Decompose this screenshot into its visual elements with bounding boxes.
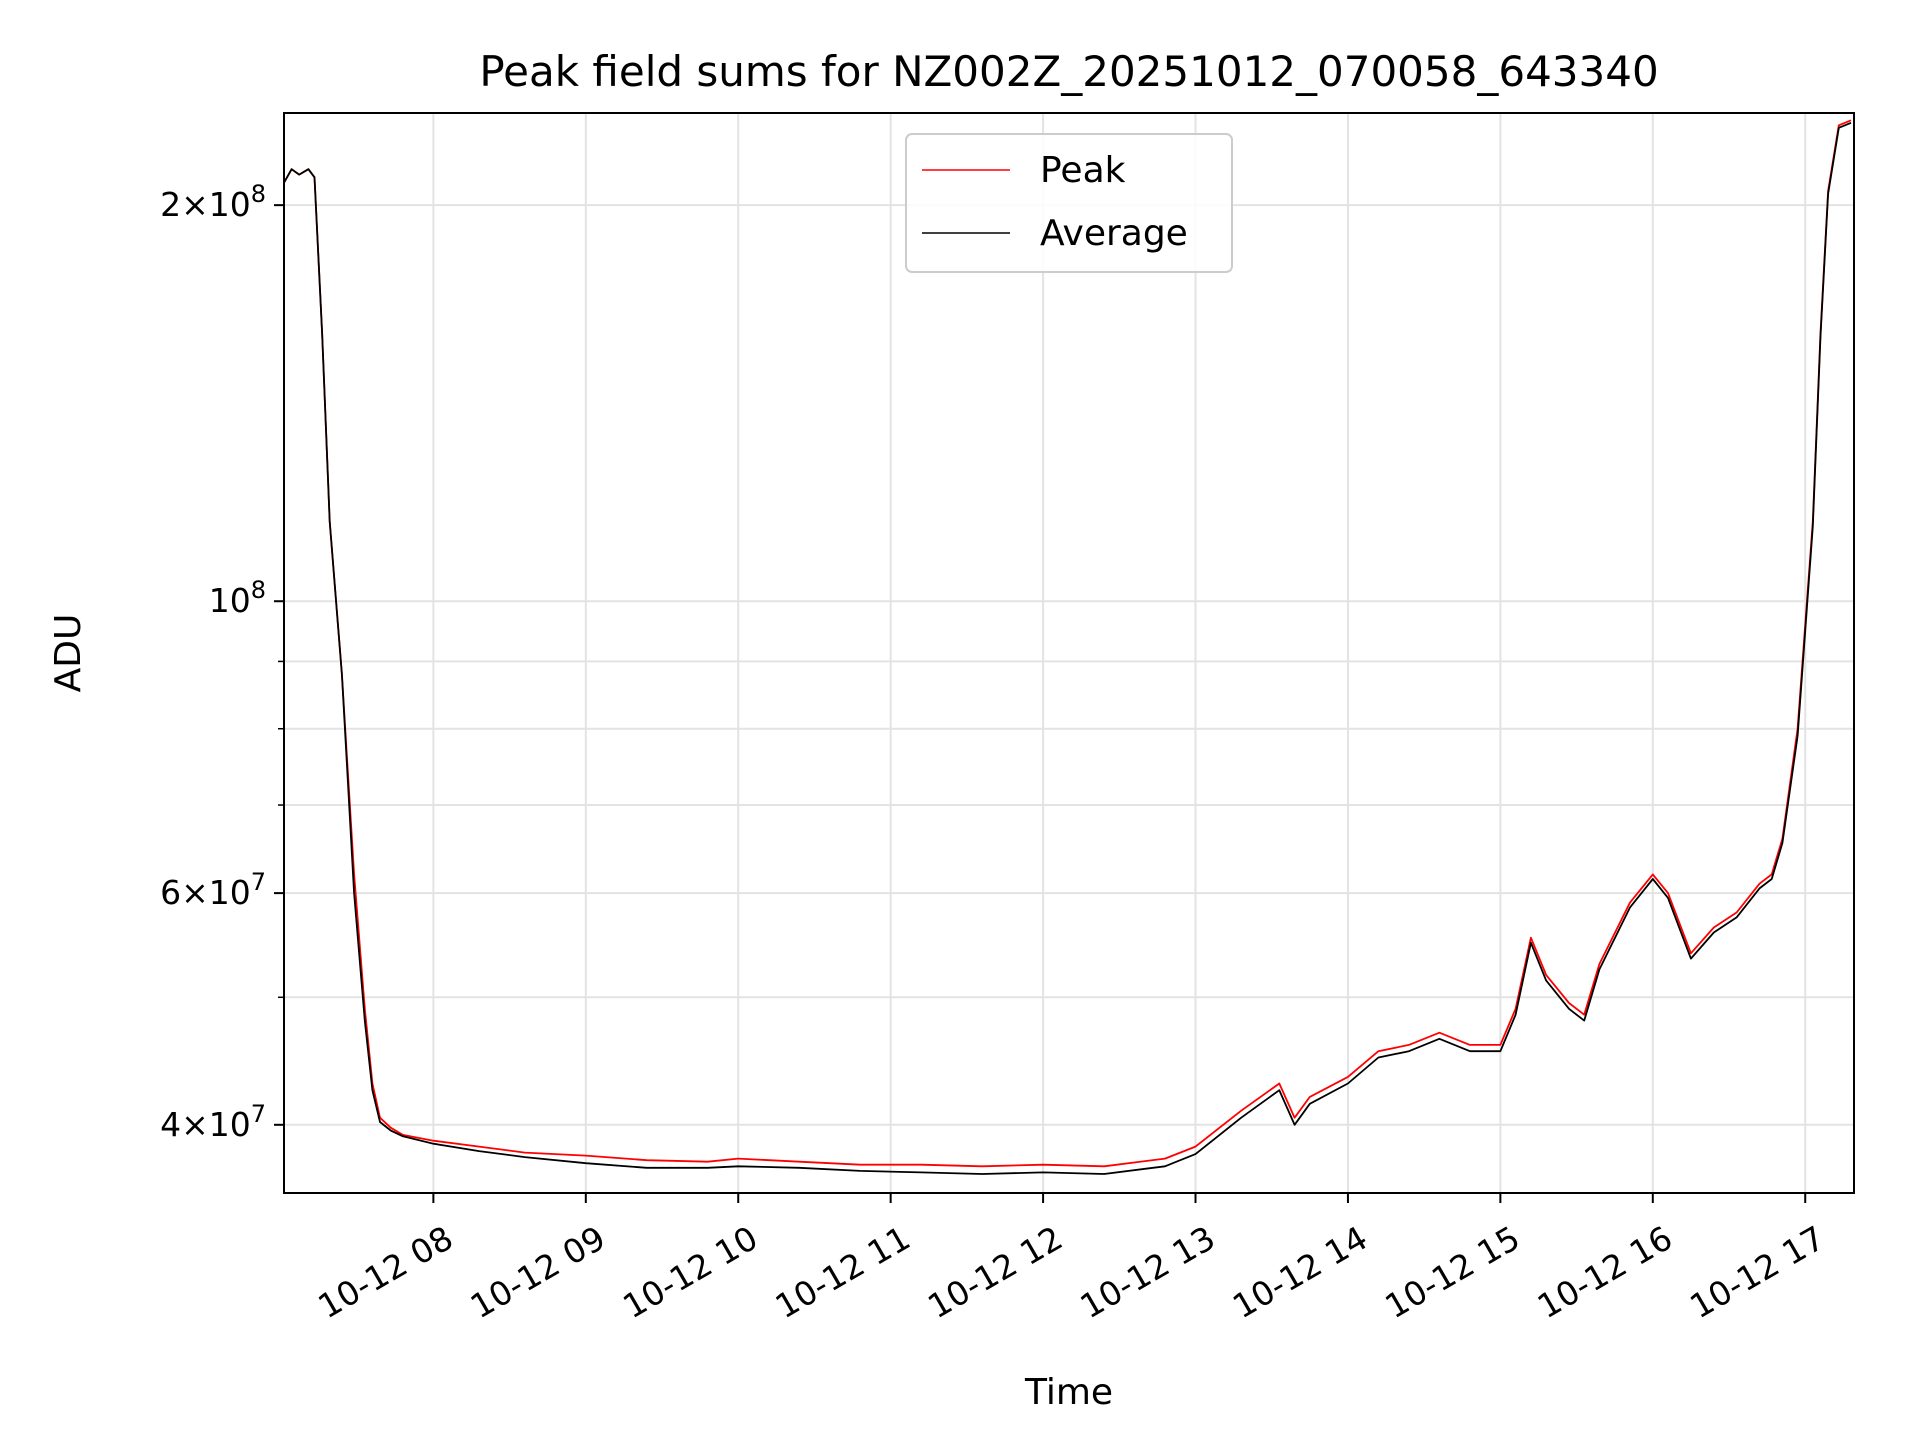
chart-title: Peak field sums for NZ002Z_20251012_0700…: [479, 47, 1658, 96]
series-line-average: [283, 121, 1852, 1175]
y-tick-label: 2×108: [160, 180, 266, 224]
legend: Peak Average: [905, 133, 1233, 273]
legend-box: [905, 133, 1233, 273]
series-lines: [283, 119, 1852, 1175]
y-axis-label: ADU: [48, 614, 89, 693]
y-tick-label: 6×107: [160, 868, 266, 912]
y-tick-label: 4×107: [160, 1100, 266, 1144]
x-axis-label: Time: [1024, 1372, 1113, 1413]
legend-label-peak: Peak: [1040, 150, 1126, 191]
legend-label-average: Average: [1040, 213, 1188, 254]
plot-frame: [283, 112, 1855, 1194]
